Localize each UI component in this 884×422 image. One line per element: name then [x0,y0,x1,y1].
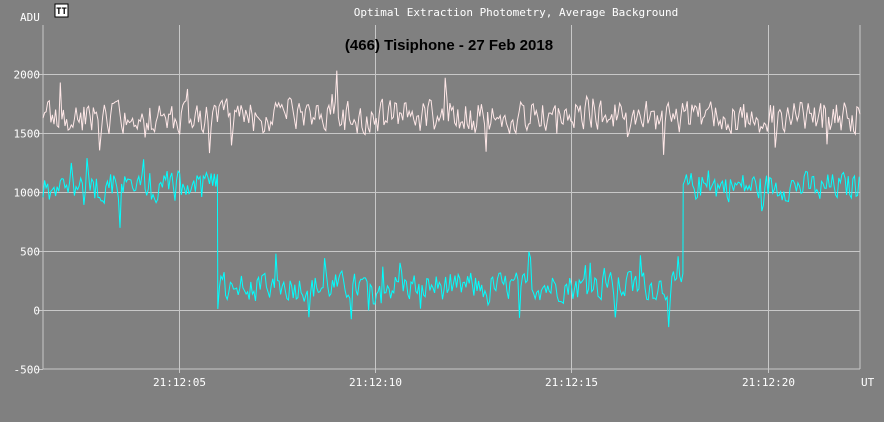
x-tick-label: 21:12:05 [153,376,206,389]
logo-icon: TT [54,3,69,18]
y-tick-label: -500 [14,364,41,377]
plot-heading: Optimal Extraction Photometry, Average B… [354,6,679,19]
x-tick-label: 21:12:10 [349,376,402,389]
y-tick-label: 1500 [14,128,41,141]
series-line-2 [42,158,860,328]
x-unit-label: UT [861,376,875,389]
y-tick-label: 0 [33,305,40,318]
series-layer [42,70,861,328]
x-tick-labels: 21:12:05 21:12:10 21:12:15 21:12:20 [153,376,795,389]
y-tick-label: 500 [20,246,40,259]
x-tick-label: 21:12:15 [545,376,598,389]
y-tick-label: 1000 [14,187,41,200]
grid-lines [39,25,861,373]
y-tick-labels: -500 0 500 1000 1500 2000 [14,69,41,377]
y-tick-label: 2000 [14,69,41,82]
series-line-1 [42,70,861,155]
logo-text: TT [56,7,67,17]
y-unit-label: ADU [20,11,40,24]
chart-title: (466) Tisiphone - 27 Feb 2018 [345,37,553,54]
x-tick-label: 21:12:20 [742,376,795,389]
